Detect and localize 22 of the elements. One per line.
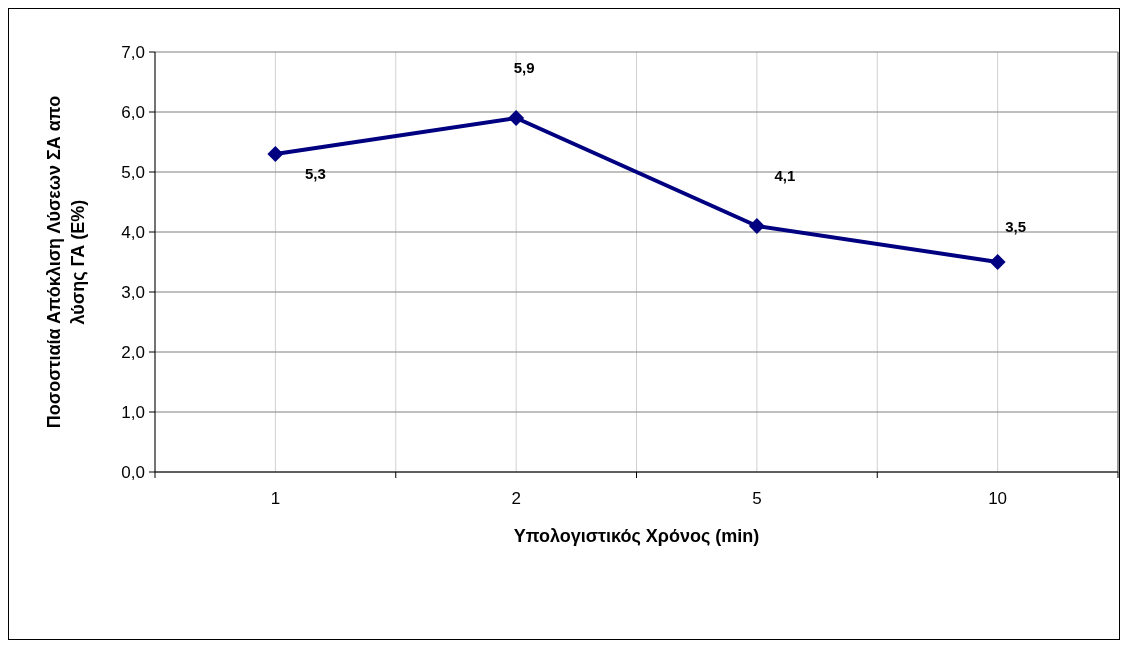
point bbox=[748, 218, 765, 234]
y-tick-label: 6,0 bbox=[121, 102, 145, 122]
text: 4,1 bbox=[774, 167, 796, 184]
y-tick-label: 4,0 bbox=[121, 222, 145, 242]
y-tick-label: 7,0 bbox=[121, 42, 145, 62]
y-tick-label: 2,0 bbox=[121, 342, 145, 362]
x-tick-label: 5 bbox=[752, 489, 762, 508]
x-tick-label: 1 bbox=[270, 489, 281, 508]
y-axis-title: Ποσοστιαία Απόκλιση Λύσεων ΣΑ απο λύσης ΓΑ (Ε%) bbox=[44, 95, 88, 429]
y-tick-label: 0,0 bbox=[121, 462, 145, 482]
x-tick-label: 10 bbox=[988, 489, 1008, 508]
y-tick-label: 3,0 bbox=[121, 282, 145, 302]
x-axis-title: Υπολογιστικός Χρόνος (min) bbox=[513, 526, 760, 546]
point bbox=[267, 146, 284, 162]
text: 5,9 bbox=[513, 59, 535, 76]
text: 3,5 bbox=[1005, 218, 1027, 235]
point bbox=[989, 254, 1006, 270]
point bbox=[508, 110, 525, 126]
y-tick-label: 1,0 bbox=[121, 402, 145, 422]
x-tick-label: 2 bbox=[511, 489, 521, 508]
text: 5,3 bbox=[304, 165, 326, 182]
y-tick-label: 5,0 bbox=[121, 162, 145, 182]
